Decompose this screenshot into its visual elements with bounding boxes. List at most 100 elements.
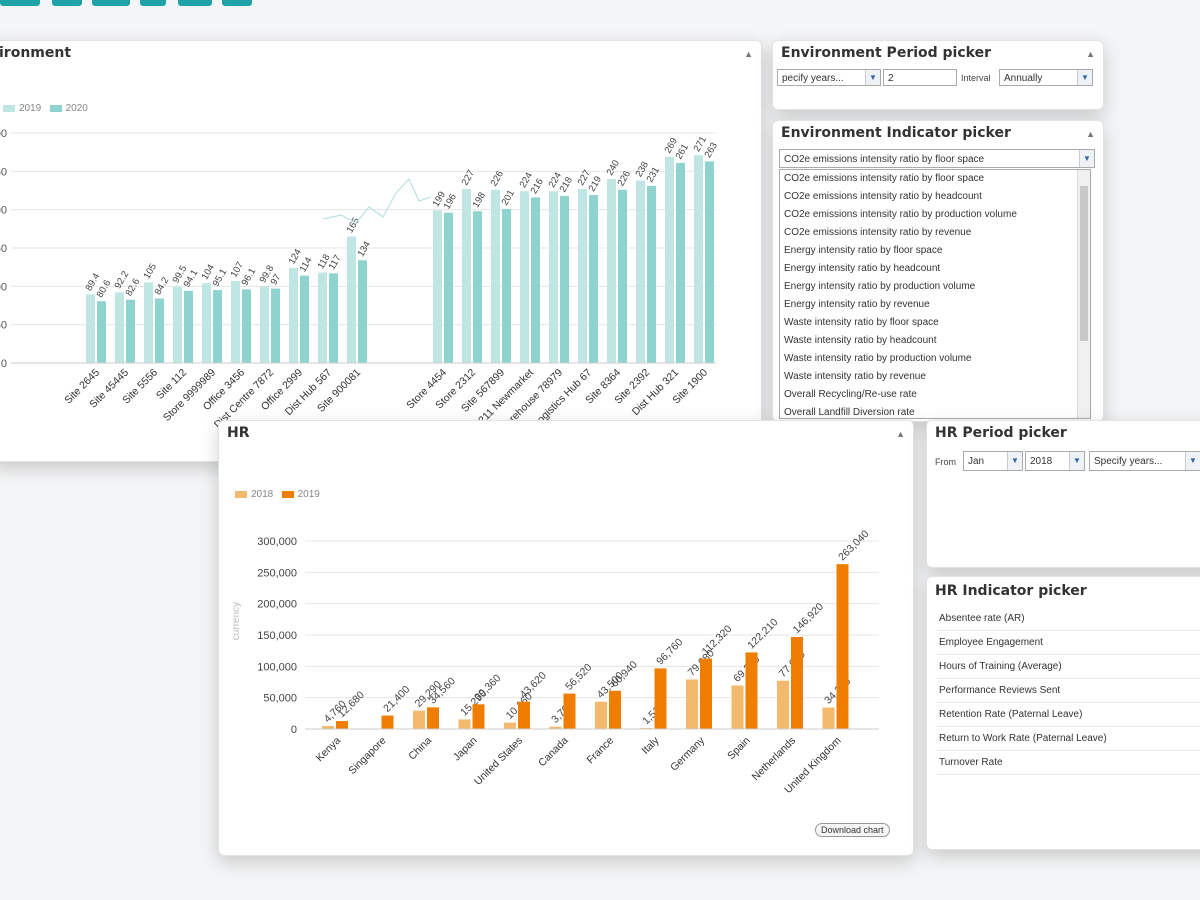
indicator-option[interactable]: Energy intensity ratio by headcount bbox=[784, 263, 941, 274]
data-label: 146,920 bbox=[791, 601, 826, 636]
bar-2019 bbox=[549, 191, 558, 363]
chevron-down-icon: ▼ bbox=[865, 70, 880, 85]
bar-2020 bbox=[560, 195, 569, 363]
period-mode-select[interactable]: pecify years... ▼ bbox=[777, 69, 881, 86]
bar-2019 bbox=[636, 180, 645, 363]
data-label: 96,760 bbox=[654, 636, 685, 667]
bar-2018 bbox=[822, 707, 835, 729]
from-label: From bbox=[935, 457, 956, 467]
scrollbar-thumb[interactable] bbox=[1080, 186, 1088, 341]
hr-indicator-item[interactable]: Performance Reviews Sent bbox=[937, 679, 1200, 703]
indicator-option[interactable]: Energy intensity ratio by floor space bbox=[784, 245, 943, 256]
indicator-option[interactable]: Energy intensity ratio by revenue bbox=[784, 299, 930, 310]
bar-2020 bbox=[242, 289, 251, 363]
bar-2019 bbox=[700, 658, 712, 729]
collapse-icon[interactable]: ▲ bbox=[1086, 49, 1095, 59]
environment-chart-panel: ironment ▲ 2019 2020 0501001502002503008… bbox=[0, 40, 762, 462]
bar-2020 bbox=[329, 273, 338, 363]
indicator-option[interactable]: Waste intensity ratio by production volu… bbox=[784, 353, 972, 364]
collapse-icon[interactable]: ▲ bbox=[1086, 129, 1095, 139]
data-label: 97 bbox=[269, 272, 284, 287]
bar-2018 bbox=[504, 722, 516, 729]
indicator-select[interactable]: CO2e emissions intensity ratio by floor … bbox=[779, 149, 1095, 168]
bar-2020 bbox=[126, 299, 135, 363]
bar-2018 bbox=[686, 679, 698, 729]
indicator-option[interactable]: Waste intensity ratio by floor space bbox=[784, 317, 939, 328]
x-tick-label: China bbox=[406, 735, 434, 763]
bar-2019 bbox=[472, 704, 485, 729]
years-input[interactable]: 2 bbox=[883, 69, 957, 86]
month-select[interactable]: Jan ▼ bbox=[963, 451, 1023, 471]
period-mode-select[interactable]: Specify years... ▼ bbox=[1089, 451, 1200, 471]
bar-2019 bbox=[260, 286, 269, 363]
data-label: 134 bbox=[356, 240, 373, 259]
legend-label-2019: 2019 bbox=[19, 103, 42, 114]
bar-2018 bbox=[413, 710, 425, 729]
hr-chart-panel: HR ▲ 2018 2019 0 50,000 100,000 150,000 200,… bbox=[218, 420, 914, 856]
data-label: 226 bbox=[616, 169, 633, 188]
bar-2019 bbox=[694, 155, 703, 363]
indicator-option[interactable]: Overall Landfill Diversion rate bbox=[784, 407, 915, 418]
indicator-option[interactable]: Waste intensity ratio by revenue bbox=[784, 371, 926, 382]
bar-2020 bbox=[589, 195, 598, 363]
bar-2019 bbox=[173, 286, 182, 363]
indicator-dropdown-list: CO2e emissions intensity ratio by floor … bbox=[779, 169, 1091, 419]
scrollbar[interactable] bbox=[1077, 170, 1090, 418]
hr-indicator-item[interactable]: Return to Work Rate (Paternal Leave) bbox=[937, 727, 1200, 751]
hr-period-picker: HR Period picker From Jan ▼ 2018 ▼ Specify… bbox=[926, 420, 1200, 568]
indicator-option[interactable]: Waste intensity ratio by headcount bbox=[784, 335, 937, 346]
bar-2019 bbox=[202, 283, 211, 363]
data-label: 112,320 bbox=[700, 623, 735, 658]
collapse-icon[interactable]: ▲ bbox=[896, 429, 905, 439]
indicator-option[interactable]: CO2e emissions intensity ratio by produc… bbox=[784, 209, 1017, 220]
bar-2019 bbox=[563, 693, 576, 729]
bar-2019 bbox=[115, 292, 124, 363]
x-tick-label: Kenya bbox=[314, 735, 344, 765]
hr-indicator-item[interactable]: Retention Rate (Paternal Leave) bbox=[937, 703, 1200, 727]
panel-title: ironment bbox=[0, 45, 72, 61]
bar-2019 bbox=[745, 652, 758, 729]
bar-2019 bbox=[609, 690, 621, 729]
bar-2018 bbox=[549, 726, 562, 729]
bar-2018 bbox=[458, 719, 471, 729]
x-tick-label: Spain bbox=[725, 735, 753, 763]
bar-2020 bbox=[502, 208, 511, 363]
chevron-down-icon: ▼ bbox=[1079, 150, 1094, 167]
indicator-option[interactable]: CO2e emissions intensity ratio by floor … bbox=[784, 173, 985, 184]
x-tick-label: United States bbox=[472, 735, 525, 788]
chevron-down-icon: ▼ bbox=[1185, 452, 1200, 470]
y-tick-label: 150,000 bbox=[257, 630, 297, 642]
y-tick-label: 250,000 bbox=[257, 567, 297, 579]
x-tick-label: Italy bbox=[640, 734, 663, 757]
hr-indicator-item[interactable]: Hours of Training (Average) bbox=[937, 655, 1200, 679]
hr-indicator-picker: HR Indicator picker Absentee rate (AR) Em… bbox=[926, 576, 1200, 850]
indicator-option[interactable]: CO2e emissions intensity ratio by revenu… bbox=[784, 227, 972, 238]
collapse-icon[interactable]: ▲ bbox=[744, 49, 753, 59]
bar-2020 bbox=[473, 211, 482, 363]
indicator-option[interactable]: Overall Recycling/Re-use rate bbox=[784, 389, 917, 400]
bar-2020 bbox=[300, 275, 309, 363]
indicator-option[interactable]: Energy intensity ratio by production vol… bbox=[784, 281, 976, 292]
brand-logo-fragment bbox=[0, 0, 260, 8]
decorative-line bbox=[322, 177, 432, 224]
y-axis-label: currency bbox=[231, 602, 242, 640]
data-label: 39,360 bbox=[472, 672, 503, 703]
hr-indicator-item[interactable]: Employee Engagement bbox=[937, 631, 1200, 655]
hr-indicator-item[interactable]: Absentee rate (AR) bbox=[937, 607, 1200, 631]
download-chart-button[interactable]: Download chart bbox=[815, 823, 890, 837]
hr-indicator-item[interactable]: Turnover Rate bbox=[937, 751, 1200, 775]
indicator-option[interactable]: CO2e emissions intensity ratio by headco… bbox=[784, 191, 982, 202]
select-value: 2018 bbox=[1030, 456, 1053, 467]
bar-2019 bbox=[578, 188, 587, 363]
year-select[interactable]: 2018 ▼ bbox=[1025, 451, 1085, 471]
interval-select[interactable]: Annually ▼ bbox=[999, 69, 1093, 86]
y-tick-label: 100,000 bbox=[257, 661, 297, 673]
bar-2019 bbox=[462, 188, 471, 363]
environment-period-picker: Environment Period picker ▲ pecify years… bbox=[772, 40, 1104, 110]
data-label: 201 bbox=[500, 188, 517, 207]
x-tick-label: Germany bbox=[668, 734, 708, 774]
environment-indicator-picker: Environment Indicator picker ▲ CO2e emis… bbox=[772, 120, 1104, 422]
chart-legend: 2019 2020 bbox=[3, 103, 88, 114]
select-value: pecify years... bbox=[782, 73, 844, 84]
bar-2019 bbox=[427, 707, 439, 729]
